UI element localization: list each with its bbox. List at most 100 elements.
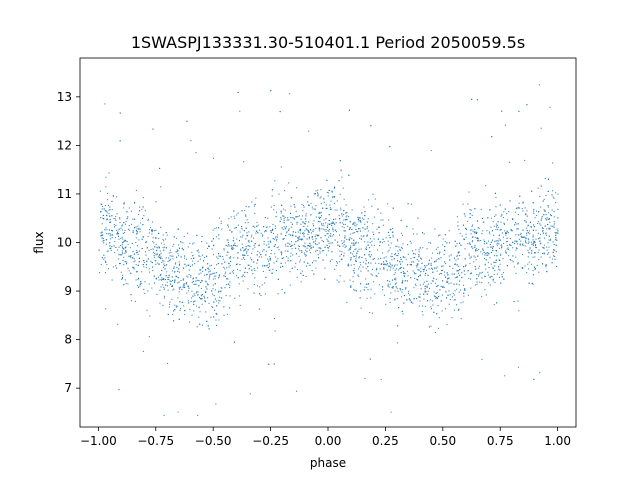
data-point [410, 257, 412, 259]
data-point [544, 209, 546, 211]
data-point [297, 240, 299, 242]
data-point [169, 303, 171, 305]
data-point [449, 294, 451, 296]
data-point [192, 295, 194, 297]
data-point [137, 225, 139, 227]
data-point [394, 264, 396, 266]
data-point [540, 219, 542, 221]
data-point [418, 305, 420, 307]
data-point [509, 200, 511, 202]
data-point [481, 282, 483, 284]
data-point [105, 210, 107, 212]
data-point [104, 205, 106, 207]
data-point [353, 289, 355, 291]
data-point [388, 286, 390, 288]
data-point [474, 228, 476, 230]
data-point [491, 217, 493, 219]
data-point [350, 252, 352, 254]
data-point [431, 280, 433, 282]
data-point [131, 223, 133, 225]
data-point [457, 258, 459, 260]
data-point [399, 250, 401, 252]
data-point [480, 209, 482, 211]
data-point [359, 261, 361, 263]
data-point [556, 228, 558, 230]
data-point [385, 256, 387, 258]
data-point [419, 275, 421, 277]
data-point [117, 235, 119, 237]
data-point [262, 270, 264, 272]
data-point [418, 255, 420, 257]
data-point [269, 259, 271, 261]
data-point [436, 286, 438, 288]
data-point [382, 286, 384, 288]
data-point [397, 290, 399, 292]
data-point [453, 294, 455, 296]
data-point [120, 245, 122, 247]
data-point [303, 204, 305, 206]
data-point [388, 265, 390, 267]
data-point [169, 259, 171, 261]
data-point [527, 256, 529, 258]
data-point [548, 218, 550, 220]
data-point [302, 210, 304, 212]
data-point [220, 290, 222, 292]
data-point [174, 263, 176, 265]
data-point [343, 214, 345, 216]
data-point [100, 203, 102, 205]
data-point [256, 254, 258, 256]
data-point [245, 247, 247, 249]
data-point [531, 282, 533, 284]
data-point [525, 238, 527, 240]
data-point [257, 232, 259, 234]
data-point [360, 221, 362, 223]
data-point [123, 256, 125, 258]
data-point [355, 256, 357, 258]
data-point [306, 265, 308, 267]
data-point [299, 229, 301, 231]
data-point [401, 291, 403, 293]
y-tick-label: 7 [64, 381, 72, 395]
data-point [542, 252, 544, 254]
data-point [155, 201, 157, 203]
data-point [262, 265, 264, 267]
data-point [532, 239, 534, 241]
data-point [207, 247, 209, 249]
data-point [142, 206, 144, 208]
data-point [213, 301, 215, 303]
data-point [273, 318, 275, 320]
data-point [125, 220, 127, 222]
data-point [458, 284, 460, 286]
data-point [377, 238, 379, 240]
data-point [482, 271, 484, 273]
data-point [299, 232, 301, 234]
data-point [269, 226, 271, 228]
data-point [407, 253, 409, 255]
data-point [212, 278, 214, 280]
data-point [218, 277, 220, 279]
data-point [123, 240, 125, 242]
data-point [424, 274, 426, 276]
data-point [130, 210, 132, 212]
data-point [440, 272, 442, 274]
data-point [348, 239, 350, 241]
data-point [155, 243, 157, 245]
data-point [326, 191, 328, 193]
data-point [198, 280, 200, 282]
data-point [391, 256, 393, 258]
data-point [141, 208, 143, 210]
data-point [452, 293, 454, 295]
data-point [376, 269, 378, 271]
x-tick-label: −0.50 [195, 434, 232, 448]
data-point [100, 232, 102, 234]
data-point [435, 267, 437, 269]
data-point [163, 278, 165, 280]
data-point [333, 218, 335, 220]
data-point [170, 252, 172, 254]
data-point [119, 217, 121, 219]
data-point [367, 244, 369, 246]
data-point [267, 267, 269, 269]
data-point [128, 270, 130, 272]
data-point [279, 220, 281, 222]
data-point [554, 255, 556, 257]
